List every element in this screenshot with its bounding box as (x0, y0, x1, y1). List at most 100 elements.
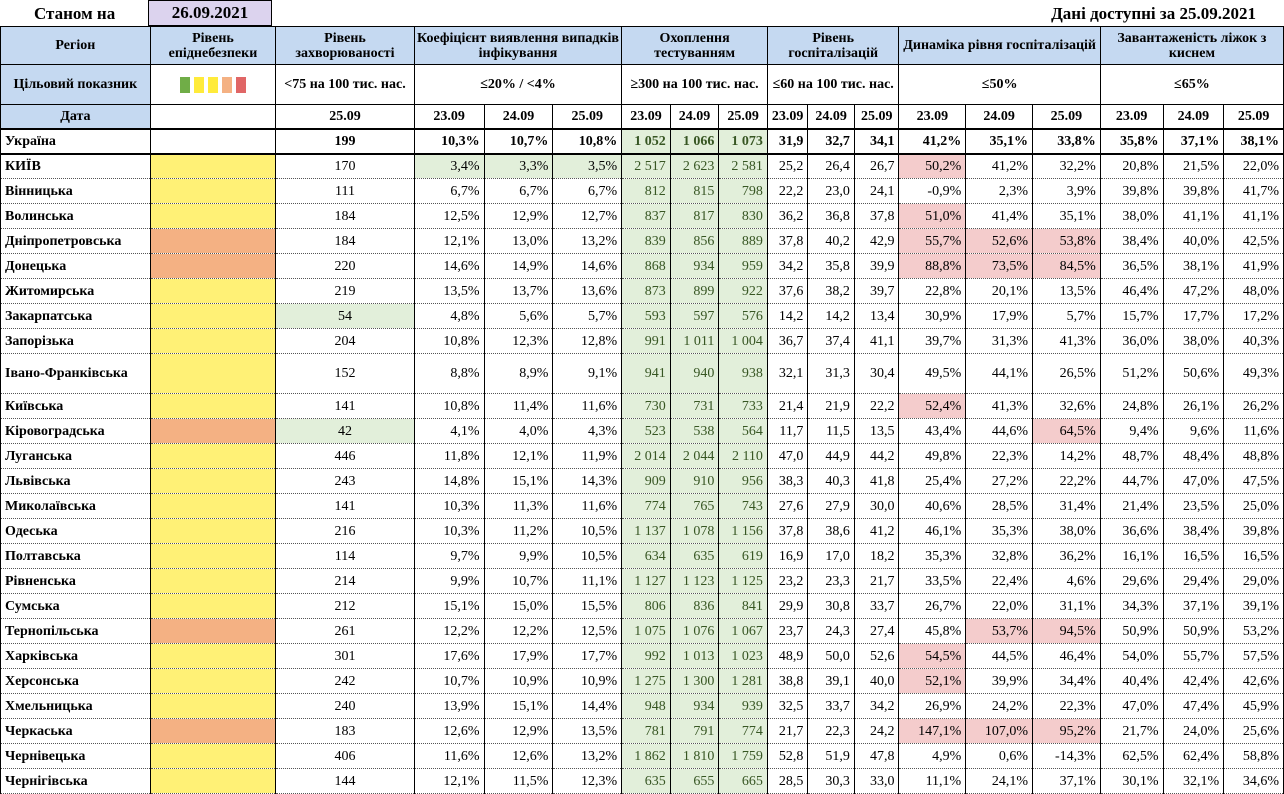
col-detection: Коефіцієнт виявлення випадків інфікуванн… (413, 26, 623, 65)
ukraine-row: Україна 199 10,3% 10,7% 10,8% 1 052 1 066 1 073… (0, 127, 1284, 155)
report-header: Станом на 26.09.2021 Дані доступні за 25… (0, 0, 1284, 26)
epi-level-cell (149, 153, 277, 179)
column-header-row: Регіон Рівень епіднебезпеки Рівень захво… (0, 26, 1284, 65)
hospitalization-value: 34,2 (766, 253, 809, 279)
detection-value: 14,3% (552, 468, 623, 494)
hosp-dynamics-value: 13,5% (1032, 278, 1101, 304)
hospitalization-value: 30,3 (807, 768, 855, 794)
hospitalization-value: 27,4 (853, 618, 900, 644)
detection-value: 14,9% (483, 253, 554, 279)
hospitalization-value: 11,7 (766, 418, 809, 444)
hosp-dynamics-value: 14,2% (1032, 443, 1101, 469)
region-name: Одеська (0, 518, 151, 544)
oxygen-beds-value: 58,8% (1223, 743, 1284, 769)
target-oxygen-beds: ≤65% (1099, 64, 1284, 105)
hosp-dynamics-value: 84,5% (1032, 253, 1101, 279)
date-detection-1: 23.09 (413, 104, 485, 129)
hospitalization-value: 22,2 (853, 393, 900, 419)
testing-value: 2 517 (621, 153, 671, 179)
hospitalization-value: 14,2 (766, 303, 809, 329)
hospitalization-value: 21,7 (853, 568, 900, 594)
testing-value: 873 (621, 278, 671, 304)
epi-level-cell (149, 178, 277, 204)
region-row: Одеська 216 10,3% 11,2% 10,5% 1 137 1 078 1 156… (0, 518, 1284, 544)
hospitalization-value: 21,9 (807, 393, 855, 419)
testing-value: 1 078 (669, 518, 720, 544)
epi-level-cell (149, 393, 277, 419)
hospitalization-value: 27,6 (766, 493, 809, 519)
date-hosp-1: 23.09 (766, 104, 809, 129)
oxygen-beds-value: 62,4% (1162, 743, 1225, 769)
oxygen-beds-value: 46,4% (1099, 278, 1164, 304)
oxygen-beds-value: 32,1% (1162, 768, 1225, 794)
testing-value: 1 067 (718, 618, 768, 644)
oxygen-beds-value: 20,8% (1099, 153, 1164, 179)
epi-level-cell (149, 493, 277, 519)
detection-value: 9,9% (483, 543, 554, 569)
col-oxygen-beds: Завантаженість ліжок з киснем (1099, 26, 1284, 65)
incidence-value: 219 (275, 278, 415, 304)
epi-level-cell (149, 203, 277, 229)
detection-value: 13,5% (552, 718, 623, 744)
hospitalization-value: 40,2 (807, 228, 855, 254)
oxygen-beds-value: 41,1% (1223, 203, 1284, 229)
testing-value: 593 (621, 303, 671, 329)
hospitalization-value: 21,7 (766, 718, 809, 744)
oxygen-beds-value: 42,5% (1223, 228, 1284, 254)
region-row: Херсонська 242 10,7% 10,9% 10,9% 1 275 1 300 1 … (0, 668, 1284, 694)
hospitalization-value: 51,9 (807, 743, 855, 769)
hosp-dynamics-value: 147,1% (898, 718, 967, 744)
region-name: Кіровоградська (0, 418, 151, 444)
detection-value: 10,7% (413, 668, 485, 694)
testing-value: 934 (669, 253, 720, 279)
region-name: Харківська (0, 643, 151, 669)
hosp-dynamics-value: 35,3% (965, 518, 1033, 544)
detection-value: 12,1% (413, 228, 485, 254)
detection-value: 10,7% (483, 127, 554, 155)
hospitalization-value: 18,2 (853, 543, 900, 569)
region-row: Чернігівська 144 12,1% 11,5% 12,3% 635 655 665 2… (0, 768, 1284, 794)
hospitalization-value: 37,8 (766, 518, 809, 544)
col-epi-level: Рівень епіднебезпеки (149, 26, 277, 65)
hosp-dynamics-value: 22,4% (965, 568, 1033, 594)
incidence-value: 446 (275, 443, 415, 469)
hosp-dynamics-value: 54,5% (898, 643, 967, 669)
incidence-value: 406 (275, 743, 415, 769)
hosp-dynamics-value: 94,5% (1032, 618, 1101, 644)
testing-value: 922 (718, 278, 768, 304)
region-name: Хмельницька (0, 693, 151, 719)
testing-value: 665 (718, 768, 768, 794)
oxygen-beds-value: 34,3% (1099, 593, 1164, 619)
oxygen-beds-value: 38,0% (1162, 328, 1225, 354)
region-row: Харківська 301 17,6% 17,9% 17,7% 992 1 013 1 02… (0, 643, 1284, 669)
hosp-dynamics-value: 44,1% (965, 353, 1033, 394)
hosp-dynamics-value: 49,8% (898, 443, 967, 469)
hospitalization-value: 24,3 (807, 618, 855, 644)
testing-value: 1 810 (669, 743, 720, 769)
oxygen-beds-value: 47,0% (1099, 693, 1164, 719)
date-testing-2: 24.09 (669, 104, 720, 129)
testing-value: 939 (718, 693, 768, 719)
oxygen-beds-value: 36,0% (1099, 328, 1164, 354)
hosp-dynamics-value: 49,5% (898, 353, 967, 394)
testing-value: 899 (669, 278, 720, 304)
hospitalization-value: 48,9 (766, 643, 809, 669)
oxygen-beds-value: 30,1% (1099, 768, 1164, 794)
testing-value: 940 (669, 353, 720, 394)
date-oxygen-2: 24.09 (1162, 104, 1225, 129)
region-row: Кіровоградська 42 4,1% 4,0% 4,3% 523 538 564 11,… (0, 418, 1284, 444)
hospitalization-value: 22,3 (807, 718, 855, 744)
region-name: Донецька (0, 253, 151, 279)
oxygen-beds-value: 15,7% (1099, 303, 1164, 329)
incidence-value: 184 (275, 203, 415, 229)
oxygen-beds-value: 53,2% (1223, 618, 1284, 644)
region-name: Київська (0, 393, 151, 419)
level-swatch (179, 76, 190, 93)
testing-value: 959 (718, 253, 768, 279)
testing-value: 1 075 (621, 618, 671, 644)
epi-level-cell (149, 443, 277, 469)
testing-value: 564 (718, 418, 768, 444)
detection-value: 14,6% (552, 253, 623, 279)
hosp-dynamics-value: 33,8% (1032, 127, 1101, 155)
detection-value: 14,8% (413, 468, 485, 494)
